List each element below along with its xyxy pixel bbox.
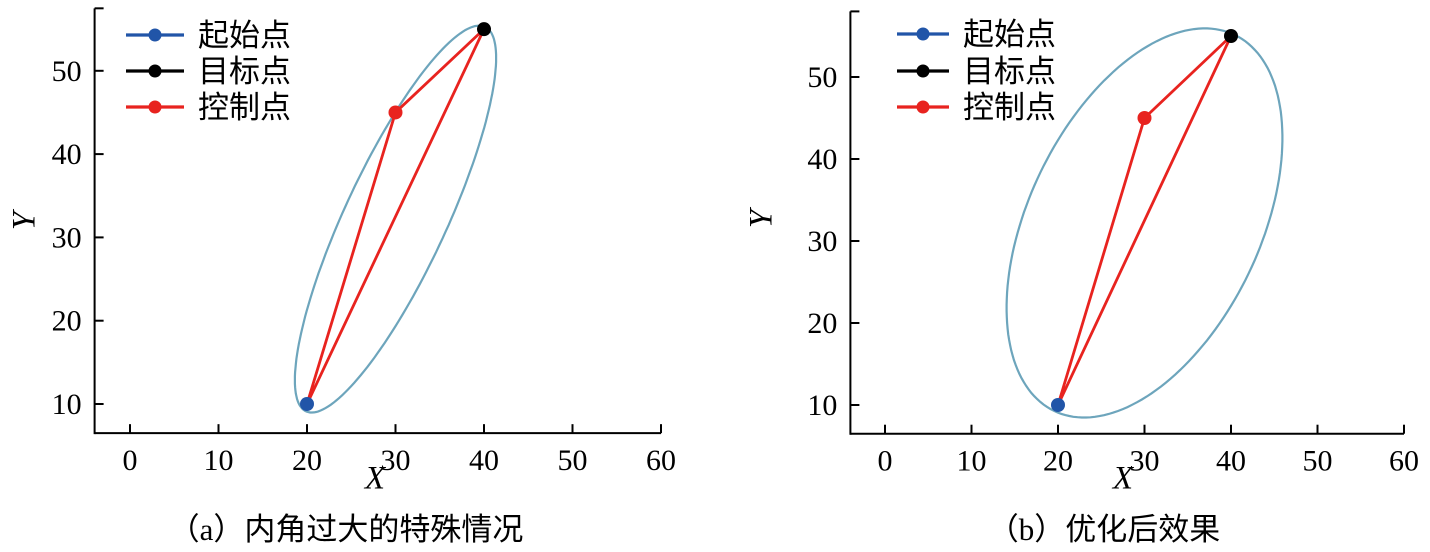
- x-tick-label-a: 40: [469, 444, 499, 477]
- x-tick-label-a: 10: [204, 444, 234, 477]
- caption-a: （a）内角过大的特殊情况: [168, 512, 524, 547]
- legend-label-a: 目标点: [198, 54, 291, 89]
- legend-label-b: 控制点: [963, 90, 1056, 125]
- legend-marker-b: [916, 64, 930, 78]
- legend-label-b: 目标点: [963, 54, 1056, 89]
- caption-b: （b）优化后效果: [987, 512, 1221, 547]
- x-tick-label-b: 20: [1043, 445, 1073, 478]
- legend-marker-b: [916, 27, 930, 41]
- y-tick-label-a: 30: [52, 221, 82, 254]
- legend-marker-a: [148, 28, 162, 42]
- legend-marker-a: [148, 100, 162, 114]
- y-tick-label-b: 10: [807, 389, 837, 422]
- x-tick-label-a: 0: [123, 444, 138, 477]
- target-point-marker-a: [477, 22, 491, 37]
- ellipse-boundary-b: [1005, 27, 1284, 419]
- x-axis-label-b: X: [1112, 460, 1134, 497]
- target-point-marker-b: [1224, 29, 1238, 43]
- x-tick-label-a: 50: [558, 444, 588, 477]
- legend-label-a: 起始点: [198, 18, 291, 53]
- x-tick-label-b: 60: [1389, 445, 1419, 478]
- y-tick-label-b: 20: [807, 307, 837, 340]
- legend-label-a: 控制点: [198, 90, 291, 125]
- y-axis-label-a: Y: [6, 211, 43, 231]
- y-axis-label-b: Y: [743, 209, 780, 229]
- start-point-marker-b: [1051, 398, 1065, 412]
- y-tick-label-a: 20: [52, 305, 82, 338]
- control-point-marker-a: [388, 105, 403, 120]
- x-tick-label-a: 30: [381, 444, 411, 477]
- legend-marker-b: [916, 100, 930, 114]
- control-point-marker-b: [1137, 111, 1152, 125]
- control-polygon-a: [305, 27, 486, 405]
- x-tick-label-a: 20: [292, 444, 322, 477]
- y-tick-label-a: 10: [52, 388, 82, 421]
- x-tick-label-b: 10: [957, 445, 987, 478]
- x-tick-label-b: 40: [1216, 445, 1246, 478]
- y-tick-label-a: 50: [52, 55, 82, 88]
- y-tick-label-b: 50: [807, 61, 837, 94]
- control-polygon-b: [1056, 34, 1233, 406]
- y-tick-label-b: 40: [807, 143, 837, 176]
- y-tick-label-a: 40: [52, 138, 82, 171]
- start-point-marker-a: [300, 397, 314, 411]
- x-tick-label-b: 50: [1303, 445, 1333, 478]
- x-tick-label-b: 0: [878, 445, 893, 478]
- ellipse-boundary-a: [293, 24, 498, 414]
- legend-marker-a: [148, 64, 162, 78]
- x-tick-label-b: 30: [1130, 445, 1160, 478]
- legend-label-b: 起始点: [963, 17, 1056, 52]
- y-tick-label-b: 30: [807, 225, 837, 258]
- x-tick-label-a: 60: [646, 444, 676, 477]
- x-axis-label-a: X: [364, 460, 386, 497]
